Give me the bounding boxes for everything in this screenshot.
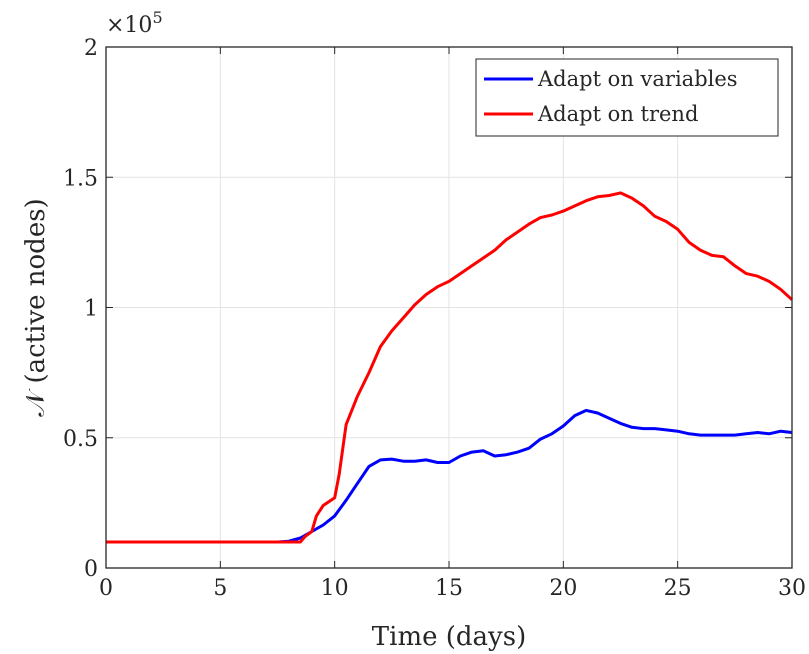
y-axis-exponent-label: ×105 (106, 8, 163, 38)
y-axis-exponent-base: ×10 (106, 13, 152, 38)
x-tick-label: 30 (778, 576, 806, 601)
series-line-adapt-on-variables (106, 408, 793, 544)
x-tick-label: 10 (321, 576, 349, 601)
legend-label-adapt-on-variables: Adapt on variables (537, 67, 738, 91)
y-tick-label: 2 (84, 36, 98, 61)
x-tick-label: 20 (549, 576, 577, 601)
series-layer (106, 191, 794, 544)
legend: Adapt on variables Adapt on trend (475, 58, 779, 137)
y-tick-label: 1.5 (63, 166, 98, 191)
x-axis-title: Time (days) (372, 622, 526, 652)
axis-ticks (105, 46, 793, 569)
x-tick-label: 15 (435, 576, 463, 601)
x-tick-label: 0 (99, 576, 113, 601)
x-tick-label: 25 (664, 576, 692, 601)
series-line-adapt-on-trend (106, 191, 794, 544)
legend-label-adapt-on-trend: Adapt on trend (537, 102, 698, 126)
x-tick-label: 5 (213, 576, 227, 601)
y-tick-label: 0 (84, 557, 98, 582)
y-tick-label: 0.5 (63, 427, 98, 452)
y-axis-title: 𝒩 (active nodes) (21, 198, 51, 416)
y-axis-exponent-power: 5 (152, 8, 162, 27)
legend-box (475, 58, 779, 137)
tick-labels: 0 5 10 15 20 25 30 0 0.5 1 1.5 2 (63, 36, 806, 601)
y-tick-label: 1 (84, 297, 98, 322)
